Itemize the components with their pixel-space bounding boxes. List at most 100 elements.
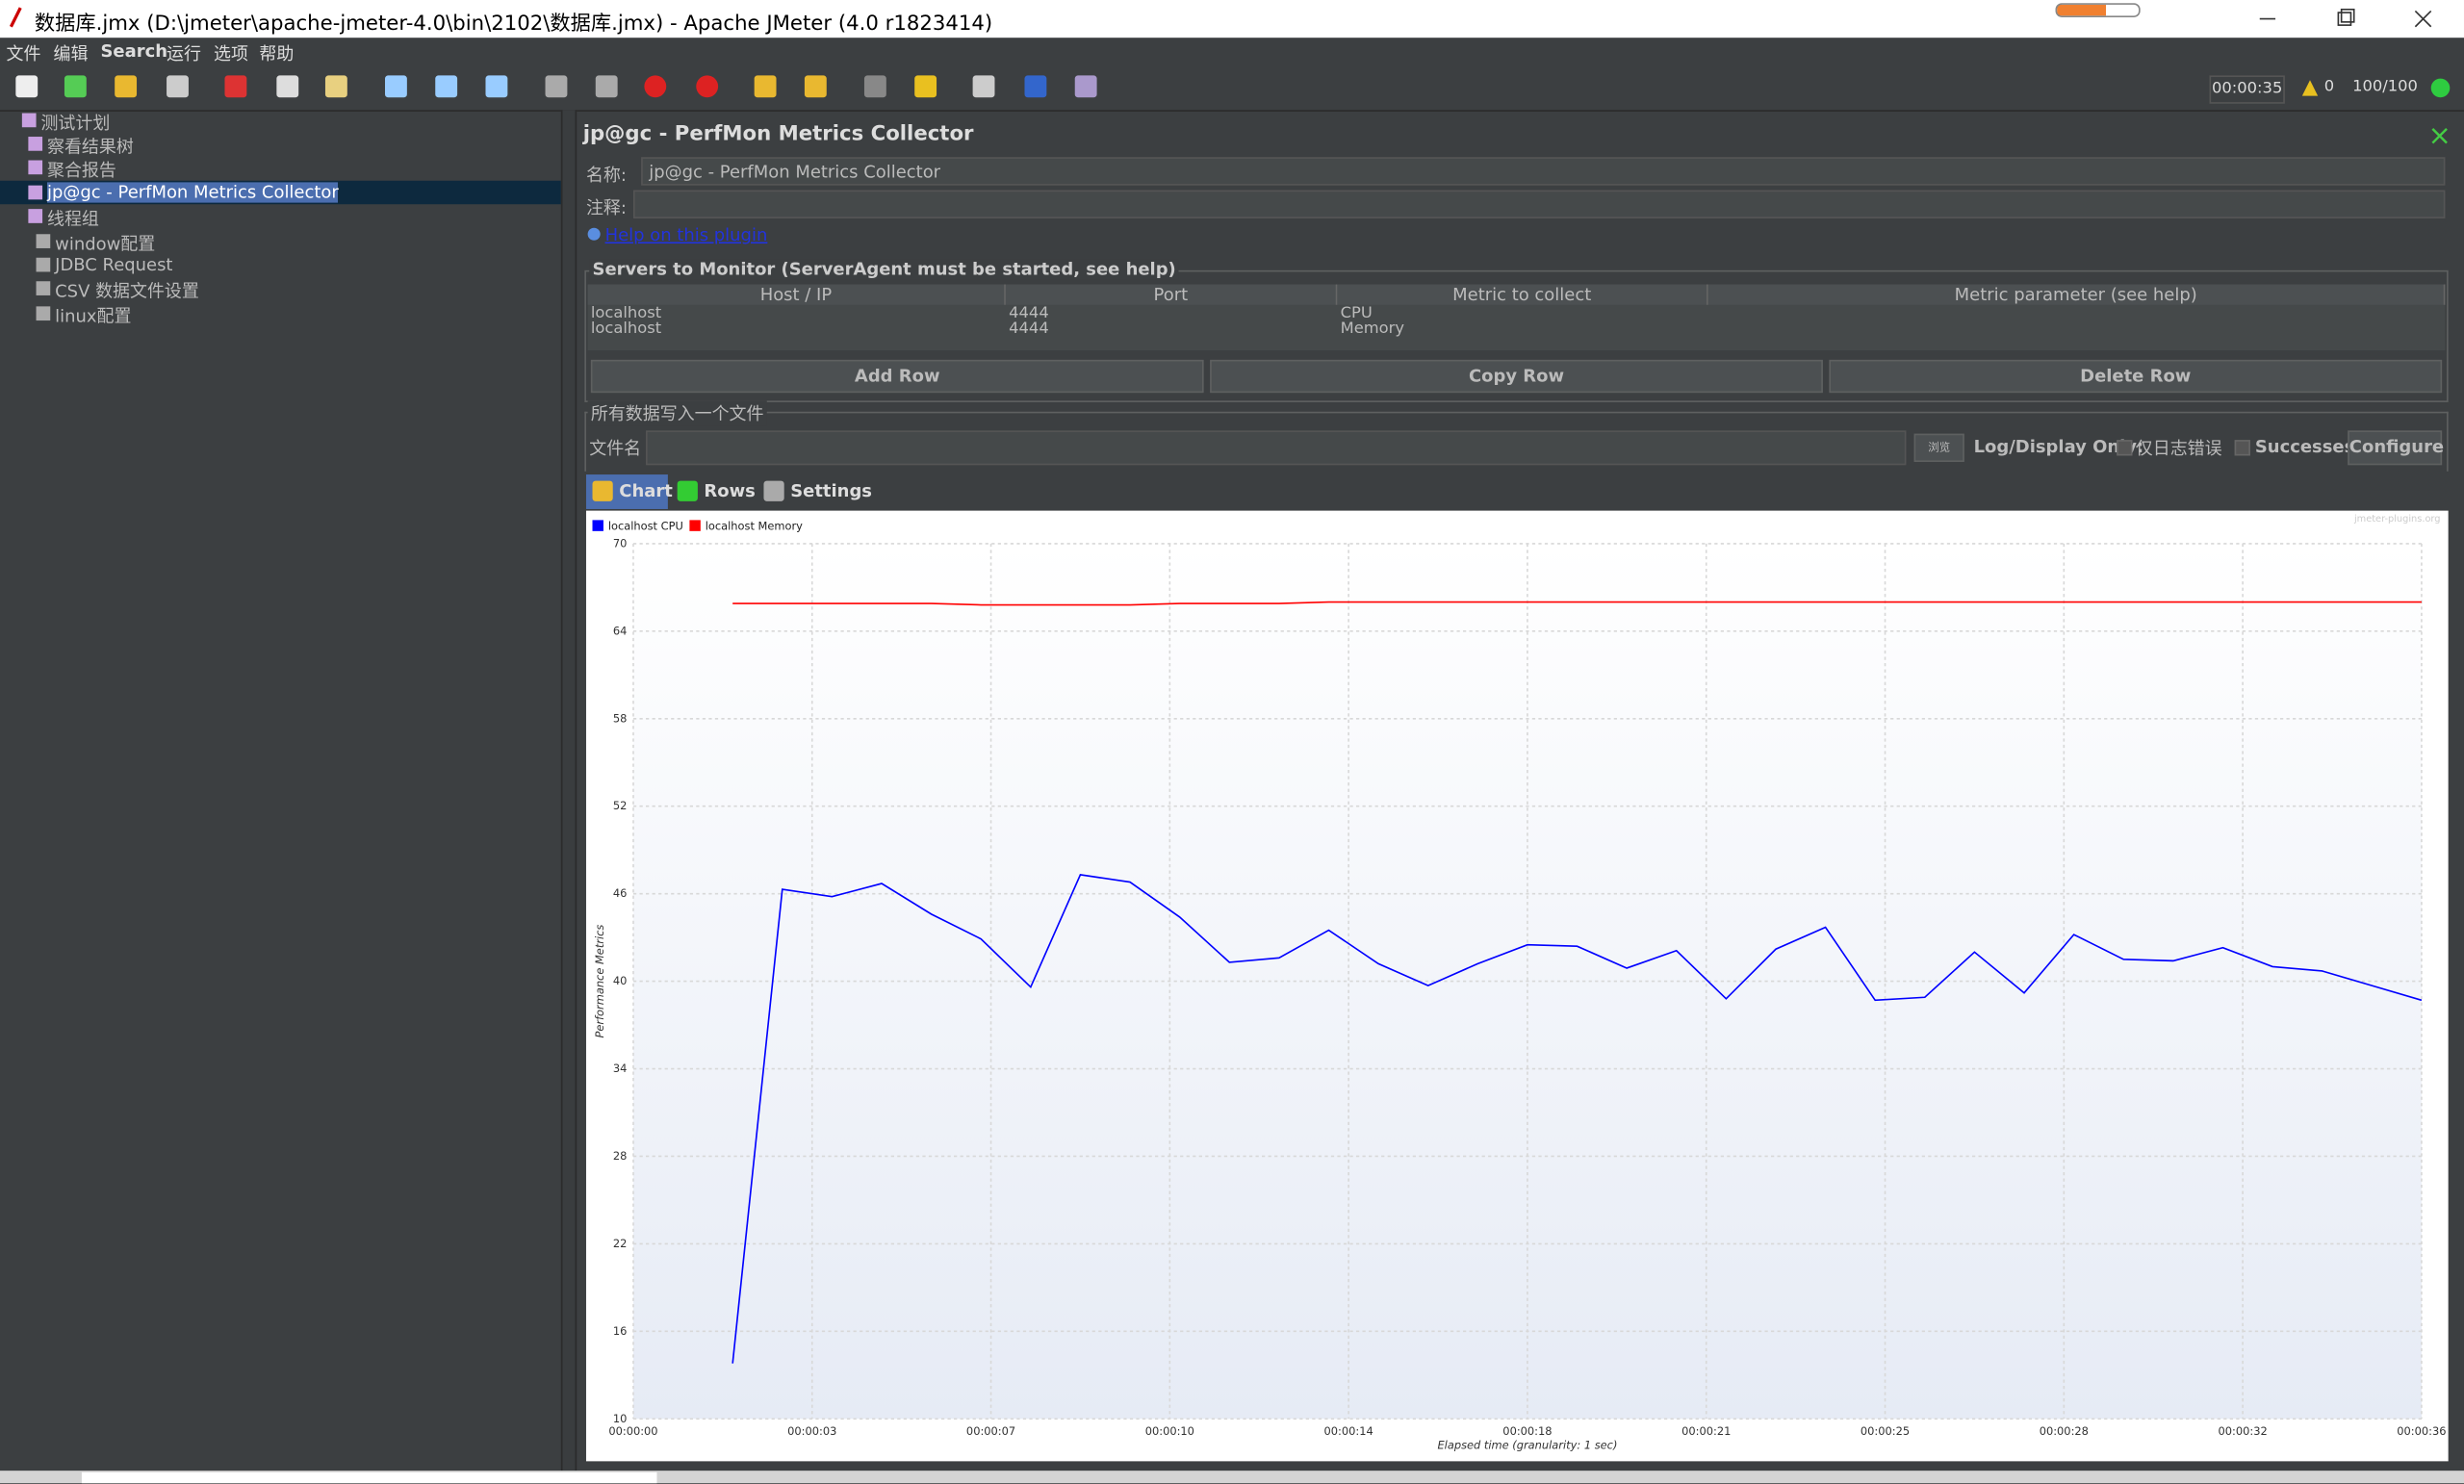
y-tick-label: 64 [613, 624, 628, 637]
tab-icon [677, 480, 698, 501]
tree-node[interactable]: jp@gc - PerfMon Metrics Collector [46, 182, 339, 203]
table-button[interactable]: Add Row [590, 359, 1204, 394]
toolbar-button[interactable] [804, 75, 827, 98]
y-tick-label: 40 [613, 974, 628, 987]
table-cell: 4444 [1009, 320, 1049, 339]
tree-node[interactable]: 聚合报告 [46, 160, 116, 181]
tree-node[interactable]: 测试计划 [40, 113, 111, 134]
toolbar-button[interactable] [1024, 75, 1047, 98]
tree-node[interactable]: CSV 数据文件设置 [55, 281, 199, 302]
name-field[interactable]: jp@gc - PerfMon Metrics Collector [641, 157, 2446, 186]
tab[interactable]: Rows [704, 480, 756, 501]
tab-icon [763, 480, 784, 501]
table-header: Metric to collect [1337, 284, 1708, 305]
toolbar-button[interactable] [276, 75, 299, 98]
status-light [2430, 78, 2451, 98]
toolbar-button[interactable] [972, 75, 995, 98]
menu-item[interactable]: 编辑 [53, 43, 89, 64]
toolbar-button[interactable] [644, 75, 667, 98]
tree-node[interactable]: 线程组 [46, 209, 99, 230]
warning-icon [2301, 80, 2319, 96]
app-icon [9, 7, 22, 28]
toolbar-button[interactable] [115, 75, 138, 98]
table-cell: Memory [1340, 320, 1405, 339]
x-axis-label: Elapsed time (granularity: 1 sec) [1437, 1439, 1617, 1452]
toolbar-button[interactable] [863, 75, 886, 98]
x-tick-label: 00:00:32 [2219, 1424, 2268, 1438]
tab[interactable]: Settings [790, 480, 873, 501]
window-title: 数据库.jmx (D:\jmeter\apache-jmeter-4.0\bin… [34, 13, 993, 37]
y-tick-label: 52 [613, 799, 628, 812]
splitter[interactable] [560, 110, 578, 1471]
comment-field[interactable] [632, 190, 2446, 218]
y-axis-label: Performance Metrics [593, 925, 606, 1038]
toolbar-button[interactable] [914, 75, 937, 98]
x-tick-label: 00:00:07 [966, 1424, 1015, 1438]
tree-node[interactable]: 察看结果树 [46, 137, 134, 158]
table-header: Metric parameter (see help) [1707, 284, 2446, 305]
servers-table: Host / IP Port Metric to collect Metric par… [587, 284, 2446, 351]
successes-checkbox[interactable] [2234, 440, 2250, 456]
menu-item[interactable]: 选项 [214, 43, 248, 64]
title-bar [0, 0, 2464, 38]
legend-swatch [689, 520, 701, 531]
toolbar-button[interactable] [324, 75, 347, 98]
menu-item[interactable]: 帮助 [259, 43, 295, 64]
toolbar-button[interactable] [595, 75, 618, 98]
toolbar-button[interactable] [384, 75, 407, 98]
file-title: 所有数据写入一个文件 [587, 400, 767, 426]
table-button[interactable]: Copy Row [1210, 359, 1823, 394]
toolbar-button[interactable] [696, 75, 719, 98]
toolbar-button[interactable] [1074, 75, 1097, 98]
tree-node[interactable]: linux配置 [55, 306, 132, 327]
panel-title: jp@gc - PerfMon Metrics Collector [582, 122, 974, 146]
window-controls[interactable] [2231, 0, 2464, 38]
tab-bar: Chart Rows Settings [585, 474, 2449, 509]
errors-checkbox[interactable] [2117, 440, 2133, 456]
menu-item[interactable]: Search [100, 40, 168, 62]
table-header: Host / IP [587, 284, 1006, 305]
table-cell: CPU [1340, 304, 1373, 322]
table-cell: localhost [590, 304, 662, 322]
tree-icon [36, 234, 51, 248]
menu-item[interactable]: 文件 [6, 43, 41, 64]
browse-button[interactable]: 浏览 [1913, 433, 1964, 462]
file-field[interactable] [646, 430, 1907, 466]
y-tick-label: 46 [613, 886, 628, 900]
table-button[interactable]: Delete Row [1829, 359, 2443, 394]
toolbar-button[interactable] [15, 75, 38, 98]
x-tick-label: 00:00:28 [2040, 1424, 2089, 1438]
log-label: Log/Display Only: [1973, 436, 2144, 458]
y-tick-label: 28 [613, 1149, 628, 1163]
toolbar-button[interactable] [754, 75, 777, 98]
x-tick-label: 00:00:36 [2397, 1424, 2446, 1438]
toolbar-button[interactable] [485, 75, 508, 98]
toolbar-button[interactable] [167, 75, 189, 98]
x-tick-label: 00:00:21 [1681, 1424, 1731, 1438]
tree-icon [36, 306, 51, 321]
legend-label: localhost Memory [706, 519, 803, 532]
toolbar-button[interactable] [64, 75, 87, 98]
test-plan-tree: 测试计划察看结果树 聚合报告 jp@gc - PerfMon Metrics Col… [0, 110, 561, 1471]
tree-node[interactable]: window配置 [55, 234, 156, 255]
warning-count[interactable]: 0 [2323, 78, 2335, 96]
tree-icon [36, 281, 51, 295]
toolbar-button[interactable] [545, 75, 568, 98]
y-tick-label: 34 [613, 1062, 628, 1075]
tree-icon [28, 160, 43, 175]
menu-item[interactable]: 运行 [167, 43, 201, 64]
x-tick-label: 00:00:10 [1145, 1424, 1194, 1438]
configure-button[interactable]: Configure [2348, 430, 2444, 466]
help-link[interactable]: Help on this plugin [604, 224, 768, 245]
file-label: 文件名 [589, 438, 642, 459]
tab[interactable]: Chart [619, 480, 673, 501]
tree-node[interactable]: JDBC Request [55, 254, 173, 275]
toolbar-button[interactable] [224, 75, 247, 98]
toolbar-button[interactable] [435, 75, 458, 98]
progress [2055, 3, 2141, 17]
chart: jmeter-plugins.org 10 16 22 28 34 40 46 52 58 64 70… [585, 510, 2449, 1462]
thread-count: 100/100 [2352, 78, 2418, 96]
tree-icon [28, 137, 43, 151]
tree-icon [28, 209, 43, 223]
expand-icon[interactable] [2431, 127, 2449, 144]
